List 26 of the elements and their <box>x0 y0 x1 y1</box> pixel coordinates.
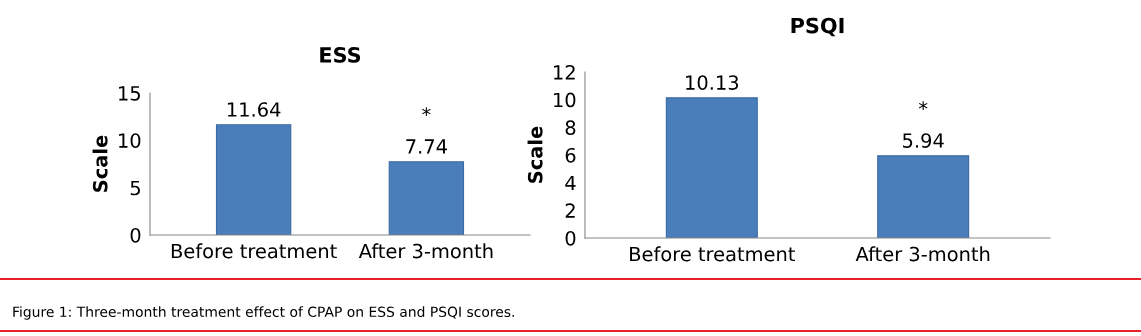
y-tick-label: 15 <box>119 86 140 101</box>
chart-title: PSQI <box>791 17 844 37</box>
chart-title: ESS <box>320 46 361 63</box>
y-tick-label: 6 <box>565 147 576 163</box>
data-label: 11.64 <box>227 102 281 117</box>
x-tick-label: Before treatment <box>630 246 795 262</box>
y-tick-label: 0 <box>130 227 141 243</box>
x-tick-label: After 3-month <box>358 243 493 259</box>
annotation: * <box>918 101 928 111</box>
annotation: * <box>422 107 431 117</box>
y-tick-label: 12 <box>554 64 575 80</box>
y-tick-label: 2 <box>565 203 575 218</box>
x-tick-label: Before treatment <box>171 243 337 259</box>
caption: Figure 1: Three-month treatment effect of CPAP on ESS and PSQI scores. <box>13 306 514 320</box>
y-axis-title: Scale <box>527 126 543 183</box>
y-tick-label: 10 <box>119 133 141 148</box>
y-tick-label: 5 <box>130 180 140 196</box>
x-tick-label: After 3-month <box>855 246 990 262</box>
y-tick-label: 8 <box>565 120 576 135</box>
data-label: 10.13 <box>686 75 739 90</box>
y-tick-label: 4 <box>565 175 576 191</box>
y-tick-label: 10 <box>554 92 576 108</box>
data-label: 7.74 <box>406 139 447 154</box>
y-tick-label: 0 <box>565 230 576 246</box>
y-axis-title: Scale <box>92 135 108 192</box>
data-label: 5.94 <box>903 133 944 148</box>
